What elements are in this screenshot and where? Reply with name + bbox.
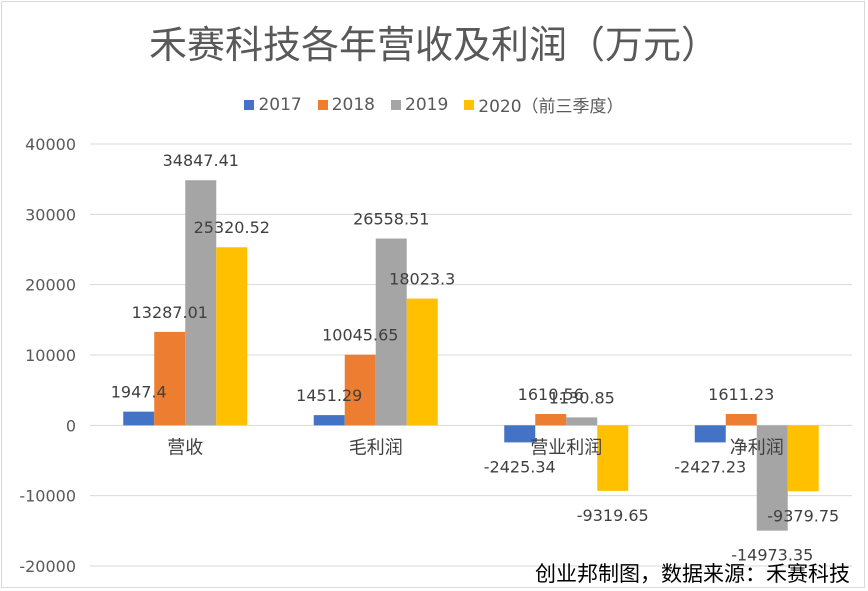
legend-swatch [317, 99, 328, 110]
data-label: 1130.85 [549, 388, 615, 407]
bar [123, 411, 155, 426]
y-tick-label: 30000 [25, 205, 76, 224]
bar [504, 425, 536, 443]
bar [725, 414, 757, 426]
legend-swatch [391, 99, 401, 110]
legend-label: 2017 [258, 94, 302, 115]
legend-label: 2020（前三季度） [478, 97, 624, 117]
legend-label: 2019 [405, 94, 449, 115]
bar [375, 238, 407, 426]
y-tick-label: 0 [66, 416, 76, 435]
legend-item-2: 2019 [391, 92, 448, 117]
data-label: 13287.01 [132, 303, 208, 322]
data-label: 1451.29 [296, 386, 362, 405]
data-label: -2427.23 [674, 457, 746, 476]
category-label: 营业利润 [530, 437, 602, 458]
data-label: 10045.65 [322, 326, 398, 345]
legend-item-0: 2017 [244, 92, 302, 117]
bar [154, 331, 186, 426]
category-label: 净利润 [730, 437, 784, 458]
legend-item-3: 2020（前三季度） [464, 92, 624, 117]
y-tick-label: -20000 [19, 557, 76, 576]
legend-swatch [244, 99, 255, 110]
category-label: 营收 [167, 437, 203, 458]
bar [535, 414, 567, 426]
data-label: 1947.4 [111, 383, 167, 402]
data-label: 18023.3 [389, 270, 455, 289]
data-label: 26558.51 [353, 210, 429, 229]
data-label: 34847.41 [163, 151, 239, 170]
y-tick-label: 40000 [25, 135, 76, 154]
bar [597, 425, 629, 491]
y-tick-label: 20000 [25, 276, 76, 295]
bar [566, 417, 598, 426]
data-label: 1611.23 [708, 385, 774, 404]
y-tick-label: 10000 [25, 346, 76, 365]
data-label: 1610.56 [518, 385, 584, 404]
category-label: 毛利润 [349, 437, 403, 458]
source-note: 创业邦制图，数据来源：禾赛科技 [535, 562, 850, 586]
chart-title: 禾赛科技各年营收及利润（万元） [148, 23, 719, 67]
data-label: -2425.34 [484, 457, 556, 476]
bar [756, 425, 788, 531]
bar [185, 180, 217, 426]
legend-swatch [464, 99, 475, 110]
y-tick-label: -10000 [19, 487, 76, 506]
bar [787, 425, 819, 492]
bar [313, 415, 345, 426]
bar [406, 298, 438, 426]
data-label: -9319.65 [577, 506, 649, 525]
chart-legend: 2017 2018 2019 2020（前三季度） [0, 92, 868, 117]
data-label: -9379.75 [767, 506, 839, 525]
data-label: -14973.35 [731, 546, 813, 565]
legend-label: 2018 [331, 94, 375, 115]
bar [344, 354, 376, 426]
bar [216, 247, 248, 426]
bar [694, 425, 726, 443]
data-label: 25320.52 [194, 218, 270, 237]
legend-item-1: 2018 [317, 92, 375, 117]
